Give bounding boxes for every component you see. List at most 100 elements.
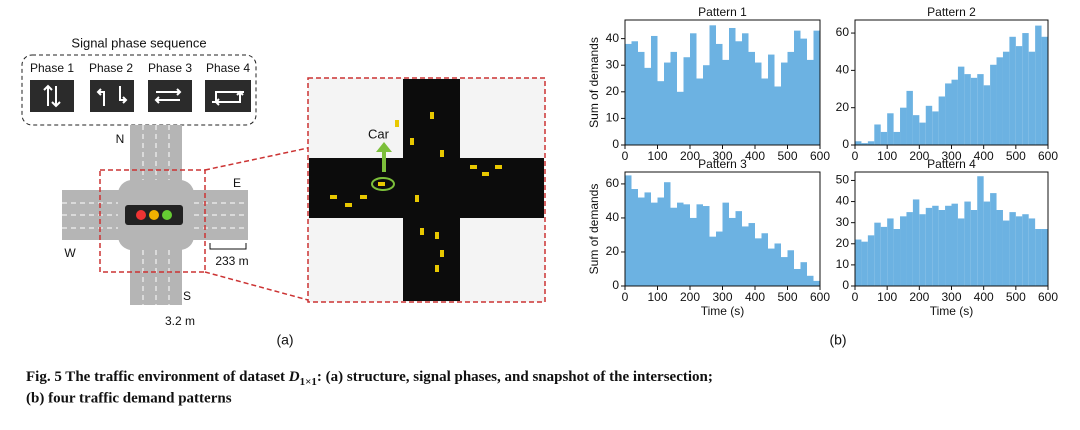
car-label: Car — [368, 126, 390, 141]
bar — [1041, 36, 1048, 145]
x-tick-label: 0 — [852, 149, 859, 163]
lane-width: 3.2 m — [165, 314, 195, 328]
bar — [938, 210, 946, 286]
bar — [761, 233, 768, 286]
y-axis-label: Sum of demands — [587, 37, 601, 128]
zoom-box — [99, 169, 206, 273]
bar — [977, 176, 984, 286]
bar — [867, 235, 875, 286]
bar — [807, 59, 814, 145]
bar — [625, 175, 632, 286]
y-tick-label: 0 — [842, 278, 849, 292]
x-tick-label: 300 — [941, 290, 961, 304]
bar — [874, 124, 881, 145]
phase-title: Signal phase sequence — [71, 35, 206, 50]
bar — [1041, 229, 1048, 286]
bar — [644, 67, 651, 145]
bar — [983, 201, 991, 286]
bar — [787, 51, 794, 145]
bar — [735, 41, 742, 145]
bar — [1015, 46, 1023, 146]
bar — [813, 30, 820, 145]
caption-line2: (b) four traffic demand patterns — [26, 390, 232, 406]
bar — [990, 64, 997, 145]
y-tick-label: 40 — [606, 210, 620, 224]
x-tick-label: 600 — [810, 149, 830, 163]
chart-title: Pattern 2 — [927, 5, 976, 19]
y-tick-label: 60 — [606, 176, 620, 190]
bar — [696, 78, 703, 145]
x-tick-label: 400 — [745, 149, 765, 163]
road-length: 233 m — [215, 254, 248, 268]
bar — [925, 105, 933, 145]
bar — [729, 217, 736, 286]
snapshot-cars — [330, 112, 502, 272]
direction-n: N — [116, 132, 125, 146]
bar — [768, 248, 775, 286]
bar — [670, 51, 677, 145]
bar — [919, 214, 926, 286]
bar — [664, 182, 671, 286]
bar — [722, 202, 729, 286]
x-axis-label: Time (s) — [930, 304, 974, 318]
phase-label: Phase 3 — [148, 61, 192, 75]
bar — [996, 210, 1003, 286]
bar — [748, 223, 755, 286]
bar — [774, 86, 781, 145]
bar — [761, 78, 768, 145]
y-tick-label: 40 — [606, 31, 620, 45]
direction-s: S — [183, 289, 191, 303]
bar — [716, 43, 723, 145]
bar — [625, 43, 632, 145]
direction-e: E — [233, 176, 241, 190]
y-tick-label: 50 — [836, 173, 850, 187]
direction-w: W — [64, 246, 76, 260]
bar — [651, 202, 658, 286]
x-tick-label: 500 — [777, 290, 797, 304]
bar — [855, 239, 862, 286]
y-axis-label: Sum of demands — [587, 184, 601, 275]
y-tick-label: 0 — [612, 137, 619, 151]
bar — [957, 66, 965, 145]
bar — [1002, 220, 1010, 286]
y-tick-label: 10 — [606, 111, 620, 125]
chart-title: Pattern 1 — [698, 5, 747, 19]
x-tick-label: 100 — [647, 290, 667, 304]
phase-label: Phase 1 — [30, 61, 74, 75]
y-tick-label: 40 — [836, 194, 850, 208]
bar — [945, 83, 952, 145]
bar — [638, 51, 645, 145]
bar — [690, 217, 697, 286]
y-tick-label: 30 — [836, 215, 850, 229]
bar — [887, 218, 894, 286]
bar — [683, 204, 690, 286]
bar — [644, 192, 651, 286]
caption-rest: : (a) structure, signal phases, and snap… — [317, 369, 713, 385]
bar — [742, 33, 749, 146]
bar — [709, 236, 716, 286]
zoom-lines — [204, 147, 309, 301]
bar — [977, 74, 984, 145]
bar — [722, 59, 729, 145]
bar — [742, 226, 749, 286]
bar — [932, 111, 939, 145]
bar — [755, 62, 762, 145]
y-tick-label: 0 — [612, 278, 619, 292]
bar — [970, 210, 978, 286]
bar — [861, 143, 868, 145]
bar — [861, 241, 868, 286]
bar — [800, 38, 807, 145]
bar — [912, 199, 920, 286]
bar — [964, 201, 971, 286]
bar — [945, 205, 952, 286]
bar — [887, 113, 894, 145]
x-tick-label: 500 — [777, 149, 797, 163]
x-tick-label: 600 — [1038, 290, 1058, 304]
bar — [1028, 218, 1036, 286]
x-tick-label: 400 — [745, 290, 765, 304]
bar — [631, 189, 638, 286]
x-tick-label: 200 — [680, 149, 700, 163]
length-bracket — [209, 243, 247, 250]
car-arrow — [376, 142, 392, 172]
